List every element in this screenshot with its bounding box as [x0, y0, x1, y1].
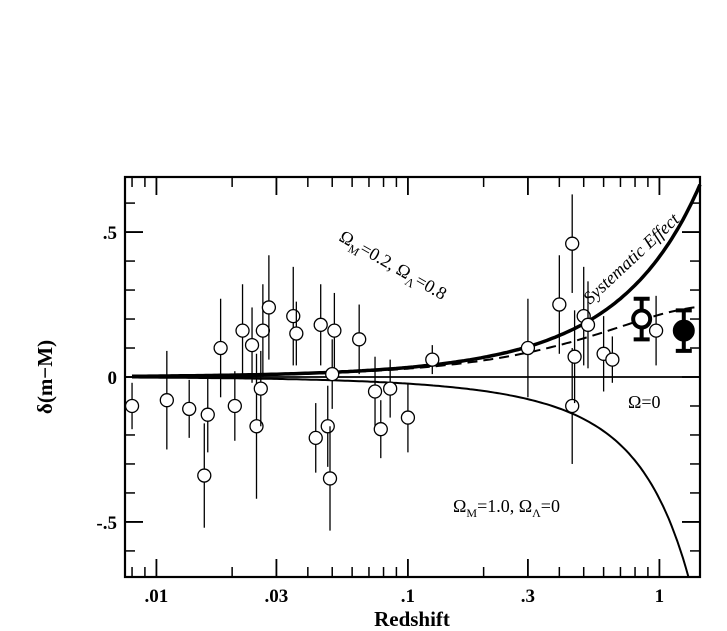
annotation-lambda: ΩM=0.2, ΩΛ=0.8 [334, 226, 450, 307]
data-point [249, 419, 264, 434]
data-point [567, 349, 582, 364]
x-tick-label: .01 [145, 586, 169, 607]
lambda-curve [131, 183, 702, 379]
data-point [235, 323, 250, 338]
data-point [648, 323, 664, 338]
x-tick-label: .03 [265, 586, 289, 607]
data-point [159, 393, 174, 408]
data-point [565, 236, 580, 251]
model-curves [125, 183, 702, 578]
data-point [425, 352, 440, 367]
data-point [213, 340, 228, 356]
data-point [520, 340, 536, 356]
y-tick-label: 0 [108, 368, 118, 389]
data-point [325, 366, 340, 382]
data-point [261, 300, 277, 315]
y-tick-label: .5 [103, 223, 117, 244]
x-tick-label: .3 [521, 586, 535, 607]
data-point [580, 317, 596, 332]
y-axis-label: δ(m−M) [33, 340, 57, 414]
data-point [552, 297, 567, 312]
axis-ticks [125, 177, 700, 577]
data-point [605, 352, 620, 367]
data-point [200, 407, 215, 422]
x-tick-label: .1 [401, 586, 415, 607]
data-point [352, 332, 367, 347]
binned-point-open [631, 308, 653, 330]
data-point [308, 430, 323, 446]
annotation-systematic-effect: Systematic Effect [579, 208, 684, 308]
data-points [124, 194, 695, 531]
data-point [373, 422, 388, 437]
data-point [244, 337, 260, 353]
y-tick-label: -.5 [96, 513, 117, 534]
data-point [320, 419, 335, 434]
data-point [565, 398, 580, 414]
data-point [124, 398, 140, 414]
omega-m1-curve [132, 376, 690, 578]
annotation-omega-zero: Ω=0 [628, 392, 661, 412]
annotation-omega-m-1: ΩM=1.0, ΩΛ=0 [453, 496, 560, 520]
data-point [322, 471, 338, 486]
tick-labels: .01 .03 .1 .3 1 .5 0 -.5 [96, 223, 664, 607]
data-point [327, 323, 342, 338]
data-point [367, 384, 383, 399]
data-point [197, 468, 212, 483]
data-point [400, 410, 416, 425]
data-point [313, 317, 328, 332]
binned-point-filled [672, 319, 695, 342]
data-point [253, 381, 268, 396]
data-point [227, 398, 242, 414]
data-point [383, 381, 398, 396]
data-point [286, 308, 301, 324]
data-point [289, 326, 304, 341]
data-point [255, 323, 271, 338]
x-axis-label: Redshift [374, 607, 450, 631]
data-point [182, 401, 197, 417]
x-tick-label: 1 [655, 586, 665, 607]
